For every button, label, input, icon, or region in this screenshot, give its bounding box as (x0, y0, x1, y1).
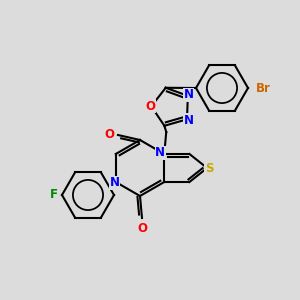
Text: O: O (145, 100, 155, 113)
Text: N: N (155, 146, 165, 160)
Text: Br: Br (256, 82, 271, 94)
Text: N: N (110, 176, 120, 190)
Text: S: S (205, 161, 213, 175)
Text: N: N (184, 114, 194, 127)
Text: N: N (184, 88, 194, 101)
Text: O: O (137, 222, 147, 235)
Text: F: F (50, 188, 58, 202)
Text: O: O (104, 128, 114, 142)
